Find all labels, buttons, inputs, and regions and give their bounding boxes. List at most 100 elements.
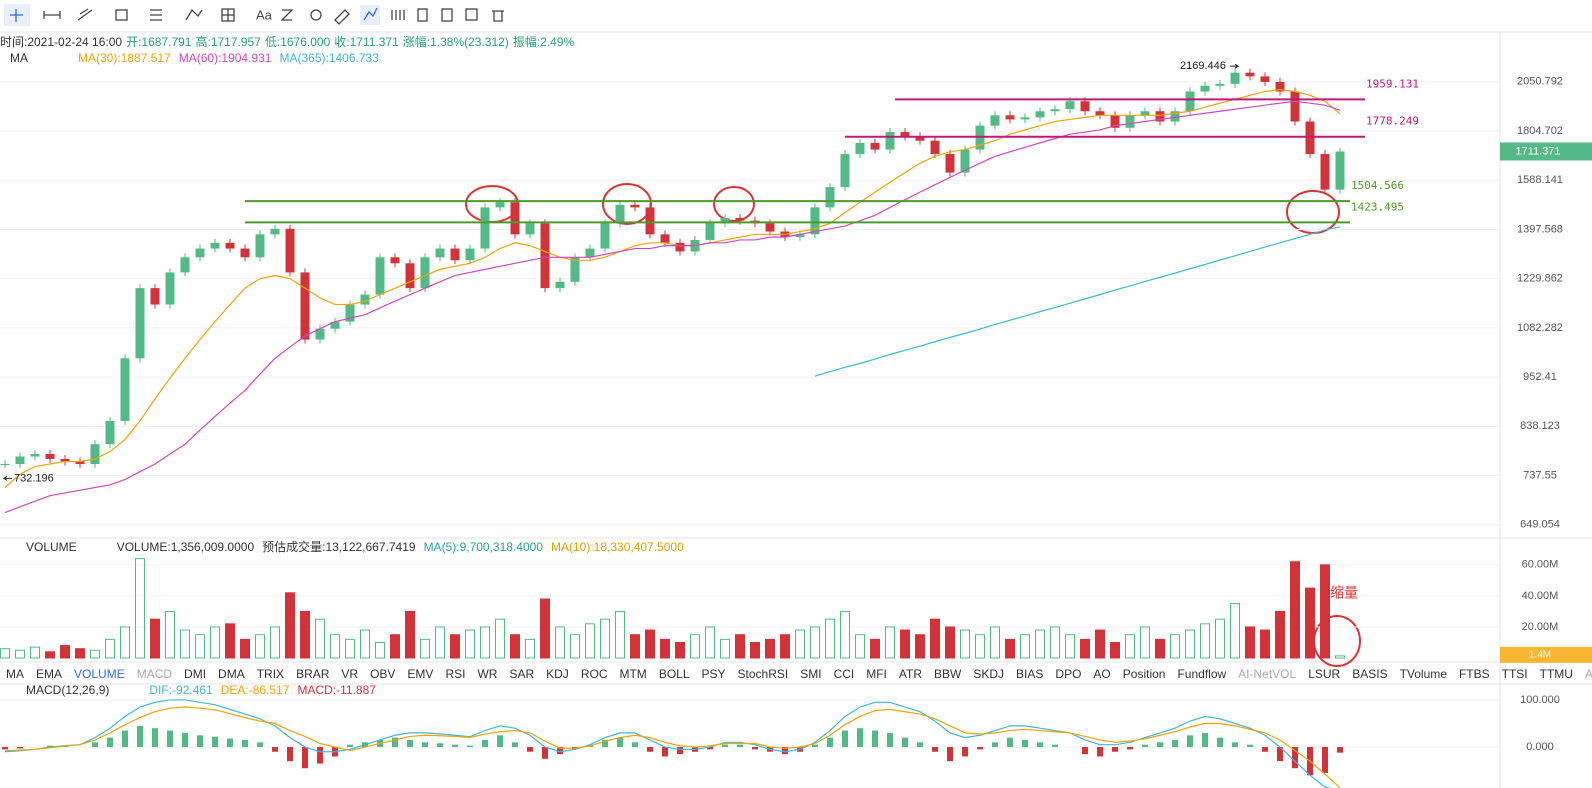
copy-tool[interactable] bbox=[441, 8, 453, 22]
indicator-tab[interactable]: Fundflow bbox=[1177, 667, 1227, 681]
indicator-tab[interactable]: MA bbox=[6, 667, 24, 681]
macd-bar bbox=[722, 744, 728, 748]
volume-bar bbox=[600, 618, 610, 659]
macd-bar bbox=[407, 739, 413, 748]
indicator-tab[interactable]: TRIX bbox=[256, 667, 285, 681]
macd-bar bbox=[737, 744, 743, 748]
indicator-tab[interactable]: WR bbox=[477, 667, 498, 681]
volume-bar bbox=[240, 638, 250, 659]
indicator-tab[interactable]: DPO bbox=[1055, 667, 1082, 681]
delete-tool[interactable] bbox=[492, 10, 504, 22]
macd-bar bbox=[482, 739, 488, 748]
indicator-tab[interactable]: MTM bbox=[619, 667, 647, 681]
indicator-tab[interactable]: TTSI bbox=[1501, 667, 1528, 681]
indicator-tab[interactable]: KDJ bbox=[546, 667, 569, 681]
indicator-tab[interactable]: ATR bbox=[898, 667, 923, 681]
macd-bar bbox=[257, 742, 263, 748]
pattern-tool[interactable] bbox=[185, 8, 203, 21]
candle bbox=[840, 154, 850, 188]
indicator-tab[interactable]: PSY bbox=[701, 667, 726, 681]
volume-bar bbox=[180, 629, 190, 659]
shape-tool[interactable] bbox=[115, 9, 128, 21]
volume-bar bbox=[840, 610, 850, 659]
indicator-tab[interactable]: AI-BSI bbox=[1584, 667, 1592, 681]
indicator-tab[interactable]: StochRSI bbox=[737, 667, 789, 681]
candle-tool[interactable] bbox=[391, 10, 405, 20]
macd-bar bbox=[947, 747, 953, 762]
candle bbox=[1050, 109, 1060, 112]
indicator-tab[interactable]: LSUR bbox=[1308, 667, 1341, 681]
ma-legend: MA(30):1887.517 bbox=[78, 51, 171, 65]
indicator-tab[interactable]: AI-NetVOL bbox=[1238, 667, 1297, 681]
candle bbox=[285, 228, 295, 273]
indicator-tab[interactable]: SKDJ bbox=[973, 667, 1005, 681]
candle bbox=[300, 272, 310, 340]
indicator-tab[interactable]: BIAS bbox=[1016, 667, 1044, 681]
indicator-tab[interactable]: DMI bbox=[184, 667, 207, 681]
indicator-tab[interactable]: VOLUME bbox=[74, 667, 125, 681]
candle bbox=[45, 453, 55, 459]
indicator-tab[interactable]: ROC bbox=[580, 667, 608, 681]
candle bbox=[885, 132, 895, 150]
indicator-tab[interactable]: BRAR bbox=[296, 667, 330, 681]
trend-tool[interactable] bbox=[77, 8, 93, 21]
indicator-tab[interactable]: TVolume bbox=[1399, 667, 1447, 681]
brush-tool[interactable] bbox=[280, 9, 294, 21]
indicator-tab[interactable]: BOLL bbox=[658, 667, 690, 681]
indicator-tab[interactable]: MFI bbox=[866, 667, 887, 681]
ruler-tool[interactable] bbox=[334, 9, 350, 25]
candle bbox=[645, 207, 655, 235]
macd-bar bbox=[2, 747, 8, 750]
indicator-tab[interactable]: VR bbox=[341, 667, 359, 681]
volume-bar bbox=[1110, 641, 1120, 659]
candle bbox=[60, 458, 70, 462]
macd-bar bbox=[827, 737, 833, 748]
volume-bar bbox=[150, 618, 160, 659]
low-label: 732.196 bbox=[14, 472, 54, 484]
indicator-tab[interactable]: OBV bbox=[370, 667, 396, 681]
candle bbox=[345, 304, 355, 322]
indicator-tab[interactable]: TTMU bbox=[1539, 667, 1573, 681]
price-tag-label: 1711.371 bbox=[1515, 145, 1560, 157]
line-tool[interactable] bbox=[43, 11, 61, 19]
indicator-tab[interactable]: DMA bbox=[218, 667, 245, 681]
indicator-tab[interactable]: EMV bbox=[407, 667, 434, 681]
ohlc-info: 涨幅:1.38%(23.312) bbox=[403, 34, 509, 49]
macd-bar bbox=[1142, 744, 1148, 748]
indicator-tab[interactable]: BASIS bbox=[1352, 667, 1388, 681]
indicator-tab[interactable]: Position bbox=[1122, 667, 1166, 681]
indicator-tab[interactable]: RSI bbox=[445, 667, 466, 681]
draw-mode[interactable] bbox=[363, 7, 378, 21]
ma-legend: MA(365):1406.733 bbox=[279, 51, 379, 65]
fib-tool[interactable] bbox=[150, 9, 162, 21]
candle bbox=[240, 248, 250, 258]
volume-bar bbox=[420, 638, 430, 659]
indicator-tab[interactable]: EMA bbox=[36, 667, 63, 681]
candle bbox=[1005, 115, 1015, 120]
volume-bar bbox=[990, 626, 1000, 659]
indicator-tab[interactable]: MACD bbox=[136, 667, 173, 681]
candle bbox=[0, 463, 10, 465]
volume-bar bbox=[195, 634, 205, 659]
indicator-tab[interactable]: SAR bbox=[509, 667, 535, 681]
candle bbox=[525, 223, 535, 235]
indicator-tab[interactable]: AO bbox=[1093, 667, 1111, 681]
indicator-tab[interactable]: FTBS bbox=[1458, 667, 1490, 681]
indicator-tab[interactable]: CCI bbox=[833, 667, 855, 681]
y-tick-label: 20.00M bbox=[1522, 621, 1559, 633]
crosshair-tool[interactable] bbox=[4, 4, 30, 26]
candle bbox=[615, 204, 625, 224]
y-tick-label: 1082.282 bbox=[1517, 322, 1563, 334]
lock-tool[interactable] bbox=[417, 8, 428, 22]
indicator-tab[interactable]: SMI bbox=[800, 667, 822, 681]
magnet-tool[interactable] bbox=[310, 9, 322, 21]
text-tool[interactable]: Aa bbox=[256, 7, 273, 22]
volume-bar bbox=[615, 610, 625, 659]
volume-bar bbox=[1335, 655, 1345, 659]
level-label: 1504.566 bbox=[1351, 179, 1404, 192]
level-label: 1778.249 bbox=[1366, 115, 1419, 128]
ma-line bbox=[814, 226, 1341, 377]
visibility-tool[interactable] bbox=[465, 8, 478, 21]
indicator-tab[interactable]: BBW bbox=[934, 667, 962, 681]
